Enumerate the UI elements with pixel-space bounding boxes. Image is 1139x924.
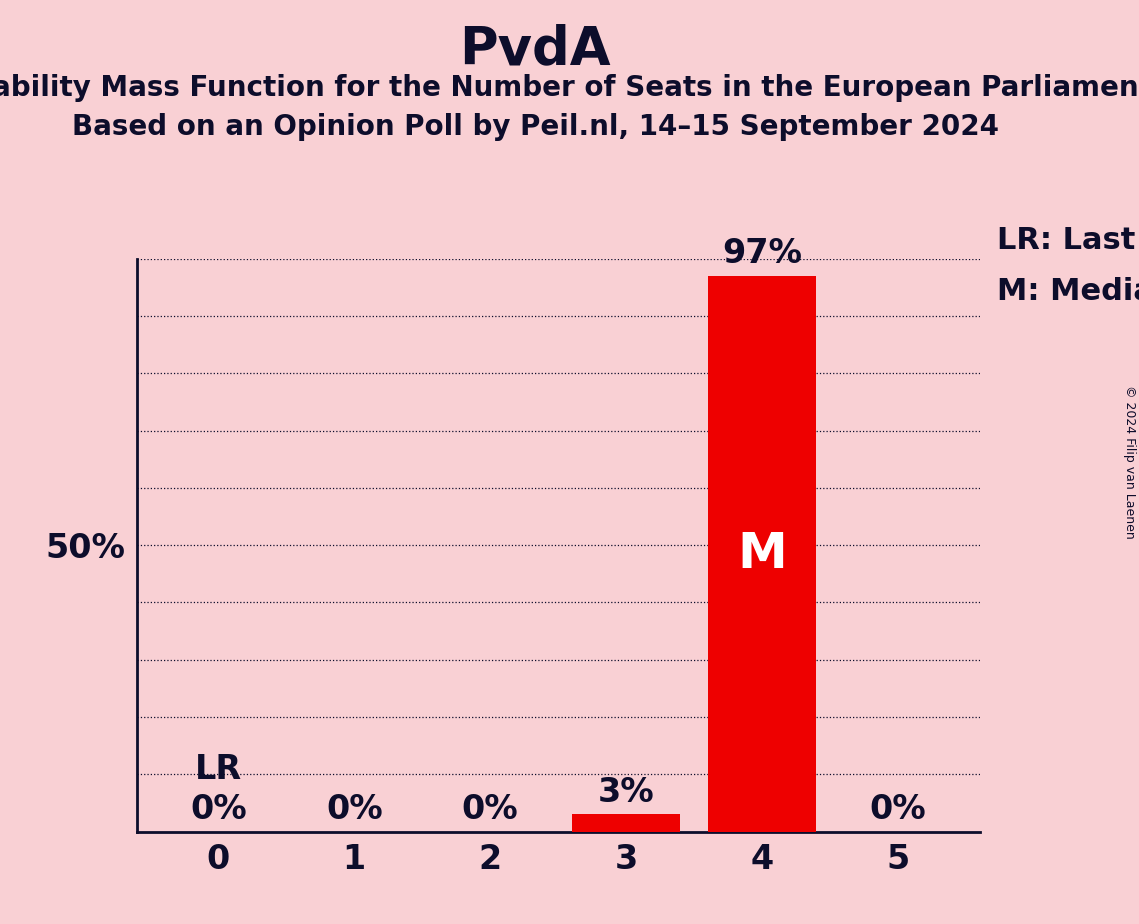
Bar bbox=[572, 814, 680, 832]
Text: Probability Mass Function for the Number of Seats in the European Parliament: Probability Mass Function for the Number… bbox=[0, 74, 1139, 102]
Text: 0%: 0% bbox=[190, 793, 246, 826]
Text: LR: Last Result: LR: Last Result bbox=[997, 226, 1139, 255]
Text: PvdA: PvdA bbox=[459, 23, 612, 75]
Text: M: Median: M: Median bbox=[997, 277, 1139, 306]
Text: 97%: 97% bbox=[722, 237, 802, 270]
Text: 3%: 3% bbox=[598, 775, 655, 808]
Text: Based on an Opinion Poll by Peil.nl, 14–15 September 2024: Based on an Opinion Poll by Peil.nl, 14–… bbox=[72, 113, 999, 140]
Text: LR: LR bbox=[195, 753, 241, 785]
Bar bbox=[707, 276, 817, 832]
Text: M: M bbox=[737, 529, 787, 578]
Text: 0%: 0% bbox=[326, 793, 383, 826]
Text: 0%: 0% bbox=[461, 793, 518, 826]
Text: © 2024 Filip van Laenen: © 2024 Filip van Laenen bbox=[1123, 385, 1137, 539]
Text: 0%: 0% bbox=[870, 793, 926, 826]
